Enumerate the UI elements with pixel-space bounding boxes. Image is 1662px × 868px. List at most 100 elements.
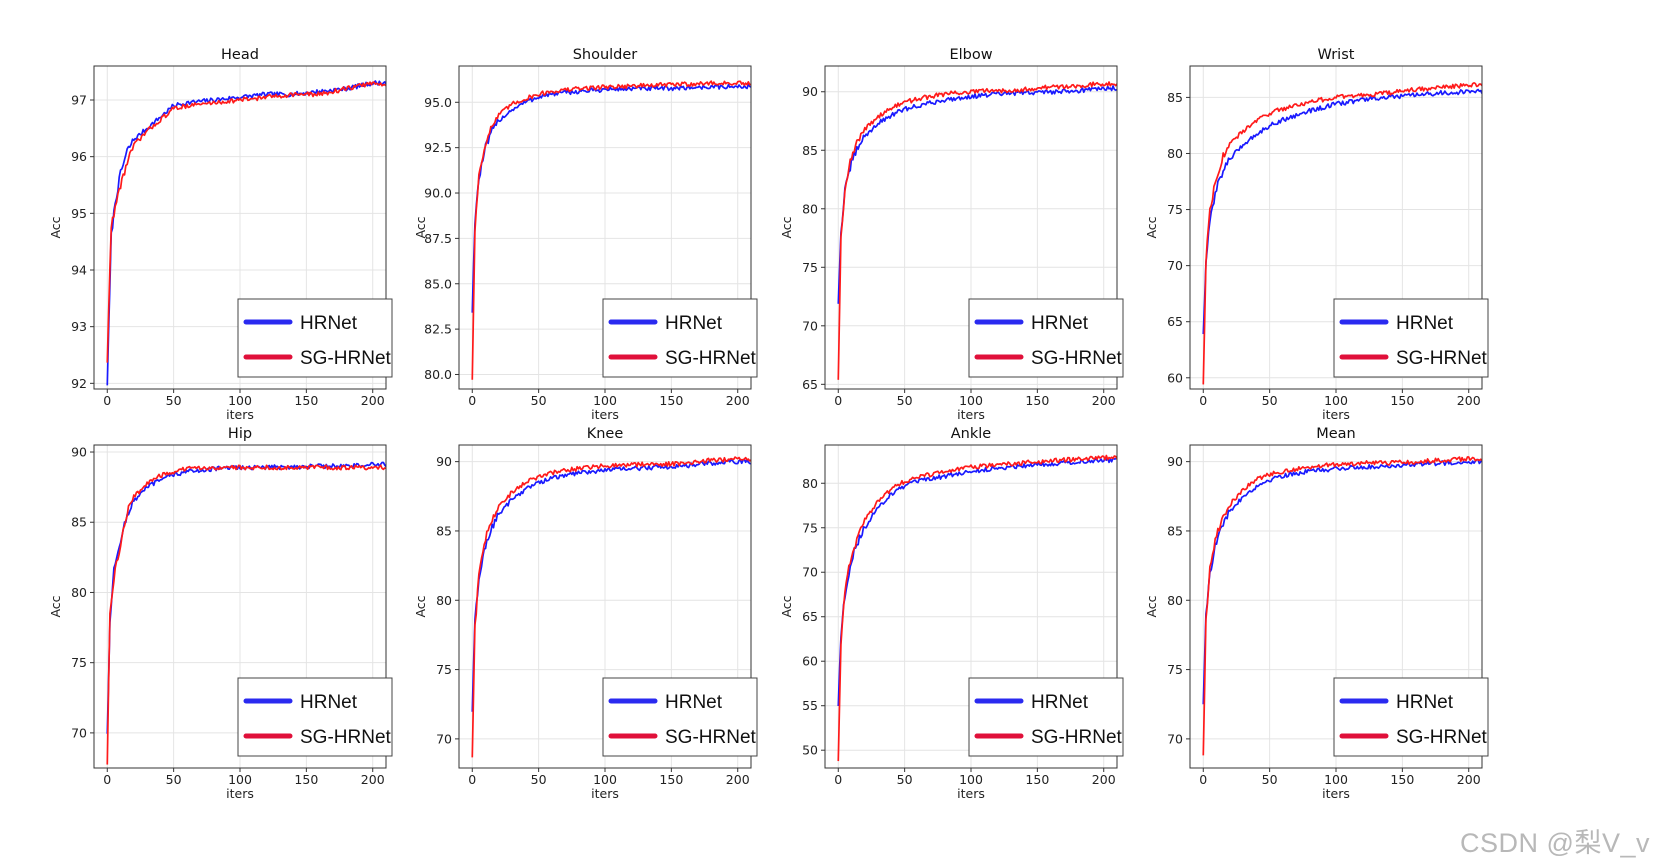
y-tick-label-70: 70 (802, 565, 818, 580)
y-axis-label: Acc (48, 595, 63, 617)
y-tick-label-70: 70 (802, 318, 818, 333)
legend: HRNet SG-HRNet (602, 677, 758, 757)
chart-title: Knee (587, 426, 624, 442)
y-tick-label-80: 80 (802, 476, 818, 491)
x-tick-label-200: 200 (1092, 393, 1116, 408)
y-tick-label-85: 85 (71, 515, 87, 530)
y-tick-label-70: 70 (1167, 731, 1183, 746)
legend-box (1333, 677, 1489, 757)
x-tick-label-200: 200 (361, 393, 385, 408)
x-tick-label-100: 100 (228, 393, 252, 408)
chart-title: Ankle (951, 426, 992, 442)
series-hrnet-line (837, 85, 1117, 304)
x-tick-label-0: 0 (468, 393, 476, 408)
x-tick-label-50: 50 (531, 772, 547, 787)
x-tick-label-150: 150 (1390, 393, 1414, 408)
csdn-watermark: CSDN @梨V_v (1460, 828, 1650, 858)
x-tick-label-200: 200 (361, 772, 385, 787)
x-tick-label-150: 150 (1025, 393, 1049, 408)
y-tick-label-90: 90 (436, 454, 452, 469)
x-axis-label: iters (1322, 407, 1350, 422)
y-tick-label-65: 65 (802, 609, 818, 624)
y-tick-label-90: 90 (71, 445, 87, 460)
x-tick-label-50: 50 (166, 393, 182, 408)
series-sg-hrnet-line (1202, 456, 1482, 756)
y-tick-label-75: 75 (802, 260, 818, 275)
legend: HRNet SG-HRNet (237, 298, 393, 378)
x-tick-label-100: 100 (959, 393, 983, 408)
chart-wrist: 0 50 100 150 200 60 65 70 75 80 85 Wrist iters Acc HRN… (1144, 47, 1489, 422)
x-tick-label-50: 50 (166, 772, 182, 787)
legend: HRNet SG-HRNet (602, 298, 758, 378)
y-tick-label-80: 80 (436, 593, 452, 608)
legend-label-hrnet: HRNet (1396, 313, 1454, 334)
y-axis-label: Acc (779, 595, 794, 617)
y-tick-label-93: 93 (71, 319, 87, 334)
x-axis-label: iters (957, 407, 985, 422)
x-tick-label-100: 100 (1324, 393, 1348, 408)
y-axis-label: Acc (413, 216, 428, 238)
x-axis-label: iters (226, 786, 254, 801)
y-tick-label-60: 60 (1167, 370, 1183, 385)
y-tick-label-75: 75 (1167, 202, 1183, 217)
x-tick-label-100: 100 (959, 772, 983, 787)
x-tick-label-100: 100 (593, 772, 617, 787)
legend: HRNet SG-HRNet (968, 298, 1124, 378)
chart-title: Mean (1316, 426, 1356, 442)
y-tick-label-50: 50 (802, 743, 818, 758)
x-tick-label-50: 50 (897, 772, 913, 787)
legend-label-hrnet: HRNet (300, 692, 358, 713)
chart-title: Head (221, 47, 259, 63)
y-tick-label-75: 75 (1167, 662, 1183, 677)
y-tick-label-80: 80 (71, 585, 87, 600)
x-tick-label-100: 100 (593, 393, 617, 408)
chart-elbow: 0 50 100 150 200 65 70 75 80 85 90 Elbow iters Acc HRN… (779, 47, 1124, 422)
y-tick-label-90: 90 (802, 84, 818, 99)
x-tick-label-150: 150 (294, 393, 318, 408)
legend-label-sg-hrnet: SG-HRNet (1396, 348, 1488, 369)
y-tick-label-85: 85 (1167, 523, 1183, 538)
legend-box (602, 298, 758, 378)
x-tick-label-150: 150 (659, 393, 683, 408)
y-tick-label-60: 60 (802, 654, 818, 669)
legend-label-hrnet: HRNet (1031, 692, 1089, 713)
x-tick-label-0: 0 (103, 772, 111, 787)
y-axis-label: Acc (1144, 595, 1159, 617)
y-axis-label: Acc (48, 216, 63, 238)
y-tick-label-55: 55 (802, 698, 818, 713)
x-tick-label-150: 150 (1390, 772, 1414, 787)
x-axis-label: iters (591, 786, 619, 801)
legend: HRNet SG-HRNet (968, 677, 1124, 757)
x-tick-label-200: 200 (1457, 393, 1481, 408)
x-tick-label-0: 0 (103, 393, 111, 408)
x-axis-label: iters (957, 786, 985, 801)
legend-box (237, 677, 393, 757)
y-tick-label-95: 95 (71, 206, 87, 221)
y-axis-label: Acc (779, 216, 794, 238)
series-hrnet-line (471, 458, 751, 712)
legend-label-hrnet: HRNet (300, 313, 358, 334)
y-tick-label-70: 70 (436, 731, 452, 746)
legend-label-sg-hrnet: SG-HRNet (300, 727, 392, 748)
y-tick-label-75: 75 (436, 662, 452, 677)
series-sg-hrnet-line (837, 81, 1117, 380)
y-tick-label-70: 70 (71, 725, 87, 740)
series-sg-hrnet-line (471, 80, 751, 380)
legend: HRNet SG-HRNet (1333, 677, 1489, 757)
series-sg-hrnet-line (106, 464, 386, 765)
x-axis-label: iters (591, 407, 619, 422)
y-tick-label-96: 96 (71, 149, 87, 164)
legend-label-sg-hrnet: SG-HRNet (665, 727, 757, 748)
y-tick-label-90: 90 (1167, 454, 1183, 469)
y-tick-label-85: 85 (802, 143, 818, 158)
legend-box (1333, 298, 1489, 378)
series-sg-hrnet-line (471, 456, 751, 758)
y-tick-label-75: 75 (71, 655, 87, 670)
chart-title: Shoulder (573, 47, 638, 63)
legend-label-sg-hrnet: SG-HRNet (1396, 727, 1488, 748)
x-tick-label-0: 0 (1199, 393, 1207, 408)
y-tick-label-87-5: 87.5 (424, 231, 452, 246)
y-tick-label-80: 80 (1167, 593, 1183, 608)
y-axis-label: Acc (1144, 216, 1159, 238)
